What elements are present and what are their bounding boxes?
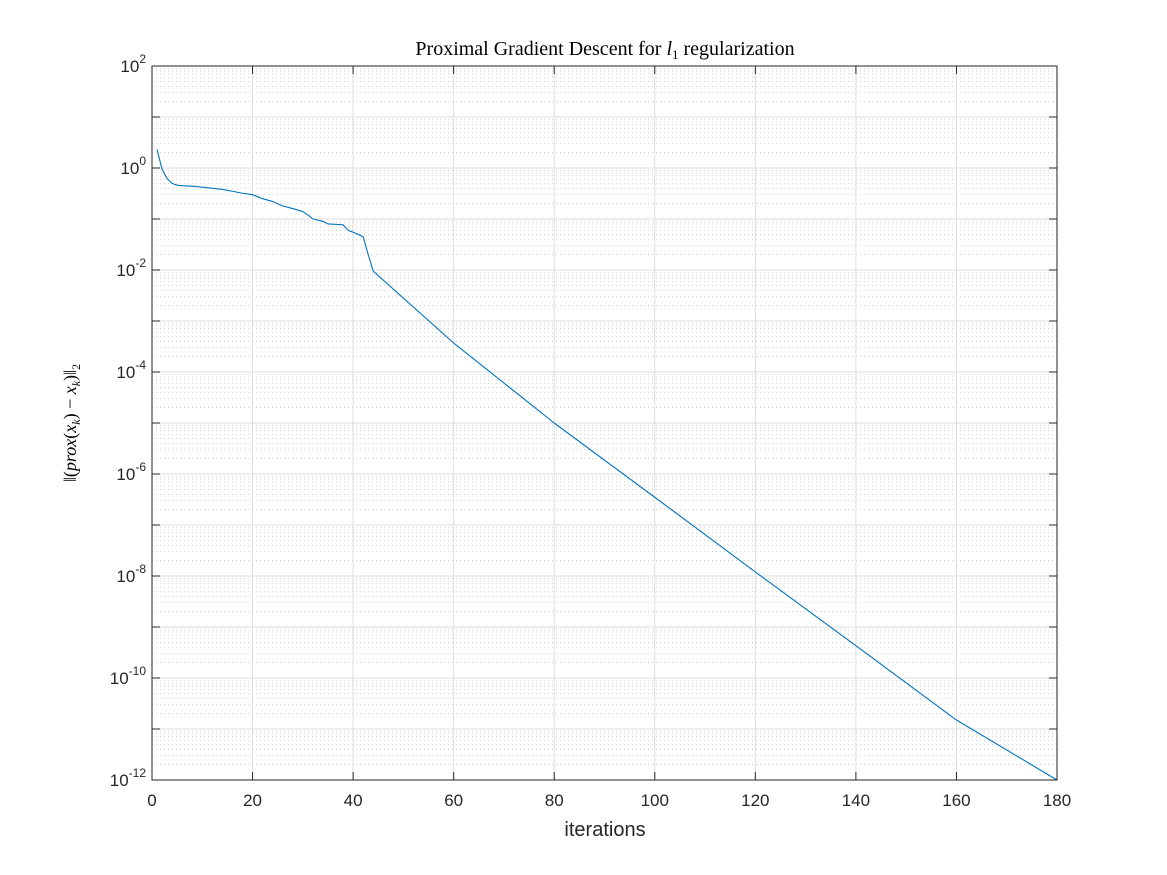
y-tick-base: 10 xyxy=(116,261,135,280)
y-tick-base: 10 xyxy=(110,669,129,688)
y-tick-exponent: -8 xyxy=(135,562,146,576)
y-tick-base: 10 xyxy=(120,159,139,178)
x-tick-label: 180 xyxy=(1043,791,1071,810)
x-ticks: 0 20 40 60 80 100 120 140 160 180 xyxy=(147,66,1071,810)
y-tick-label: 10-4 xyxy=(116,358,146,382)
ylabel-part3: ) − xyxy=(60,394,81,419)
x-tick-label: 40 xyxy=(344,791,363,810)
y-tick-label: 10-6 xyxy=(116,460,146,484)
minor-grid xyxy=(152,67,1057,765)
ylabel-part4: )‖ xyxy=(60,370,81,381)
y-tick-label: 10-8 xyxy=(116,562,146,586)
y-tick-exponent: -4 xyxy=(135,358,146,372)
y-tick-exponent: 0 xyxy=(139,154,146,168)
x-axis-label: iterations xyxy=(564,819,645,841)
title-prefix: Proximal Gradient Descent for xyxy=(415,38,666,60)
x-tick-label: 20 xyxy=(243,791,262,810)
x-tick-label: 140 xyxy=(842,791,870,810)
x-tick-label: 120 xyxy=(741,791,769,810)
y-tick-label: 10-12 xyxy=(110,766,147,790)
ylabel-sub2: k xyxy=(69,419,83,425)
ylabel-sub3: k xyxy=(69,380,83,386)
y-tick-base: 10 xyxy=(116,363,135,382)
y-tick-exponent: -6 xyxy=(135,460,146,474)
title-math-var: l xyxy=(666,38,672,60)
x-tick-label: 60 xyxy=(444,791,463,810)
y-tick-base: 10 xyxy=(116,465,135,484)
y-tick-label: 10-10 xyxy=(110,664,147,688)
y-tick-base: 10 xyxy=(120,57,139,76)
y-tick-exponent: -2 xyxy=(135,256,146,270)
x-tick-label: 100 xyxy=(641,791,669,810)
title-math-sub: 1 xyxy=(672,47,679,62)
chart-title: Proximal Gradient Descent for l1 regular… xyxy=(415,38,794,62)
ylabel-math2: x xyxy=(60,425,80,434)
x-tick-label: 80 xyxy=(545,791,564,810)
y-tick-label: 102 xyxy=(120,52,146,76)
x-tick-label: 0 xyxy=(147,791,156,810)
y-tick-label: 10-2 xyxy=(116,256,146,280)
ylabel-part2: ( xyxy=(60,433,81,439)
x-tick-label: 160 xyxy=(942,791,970,810)
ylabel-math1: prox xyxy=(60,439,80,473)
y-tick-base: 10 xyxy=(110,771,129,790)
y-axis-label: ‖(prox(xk) − xk)‖2 xyxy=(60,364,83,482)
y-tick-exponent: 2 xyxy=(139,52,146,66)
y-tick-label: 100 xyxy=(120,154,146,178)
ylabel-part1: ‖( xyxy=(60,471,81,482)
y-tick-exponent: -10 xyxy=(129,664,147,678)
y-tick-base: 10 xyxy=(116,567,135,586)
series-layer xyxy=(156,149,1058,781)
ylabel-math3: x xyxy=(60,386,80,395)
title-suffix: regularization xyxy=(679,38,795,60)
series-line xyxy=(156,149,1058,781)
ylabel-sub4: 2 xyxy=(69,364,83,370)
y-tick-exponent: -12 xyxy=(129,766,147,780)
